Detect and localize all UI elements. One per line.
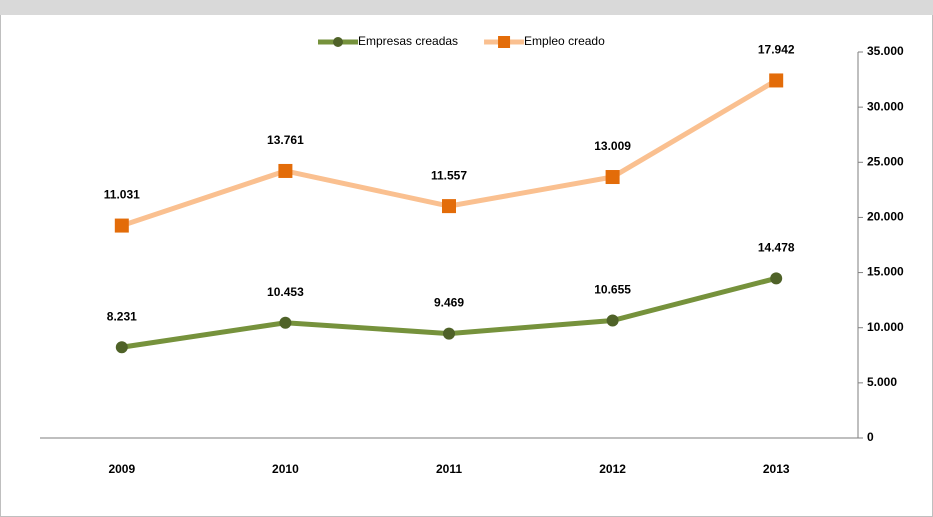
x-tick-label: 2010 [272, 462, 299, 476]
legend-marker [333, 37, 343, 47]
data-label: 10.655 [594, 283, 631, 297]
y-tick-label: 35.000 [867, 44, 904, 58]
marker [770, 272, 783, 285]
data-label: 14.478 [758, 241, 795, 255]
top-bar [0, 0, 933, 15]
x-tick-label: 2009 [108, 462, 135, 476]
y-tick-label: 10.000 [867, 320, 904, 334]
marker [442, 199, 456, 214]
data-label: 13.009 [594, 139, 631, 153]
data-label: 17.942 [758, 43, 795, 57]
marker [606, 314, 619, 327]
legend-label: Empleo creado [524, 34, 605, 48]
y-tick-label: 25.000 [867, 154, 904, 168]
data-label: 11.557 [431, 168, 467, 182]
data-label: 9.469 [434, 296, 464, 310]
y-tick-label: 5.000 [867, 375, 897, 389]
marker [769, 73, 784, 88]
x-tick-label: 2013 [763, 462, 790, 476]
data-label: 10.453 [267, 285, 304, 299]
data-label: 11.031 [104, 188, 140, 202]
marker [605, 170, 620, 185]
y-tick-label: 30.000 [867, 99, 904, 113]
data-label: 13.761 [267, 133, 304, 147]
y-tick-label: 15.000 [867, 265, 904, 279]
marker [115, 341, 128, 354]
y-tick-label: 20.000 [867, 210, 904, 224]
x-tick-label: 2012 [599, 462, 626, 476]
y-tick-label: 0 [867, 430, 874, 444]
data-label: 8.231 [107, 309, 137, 323]
marker [279, 316, 292, 329]
marker [278, 163, 293, 178]
legend-label: Empresas creadas [358, 34, 458, 48]
x-tick-label: 2011 [436, 462, 462, 476]
marker [443, 327, 455, 340]
legend-marker [498, 36, 511, 48]
marker [114, 218, 129, 233]
